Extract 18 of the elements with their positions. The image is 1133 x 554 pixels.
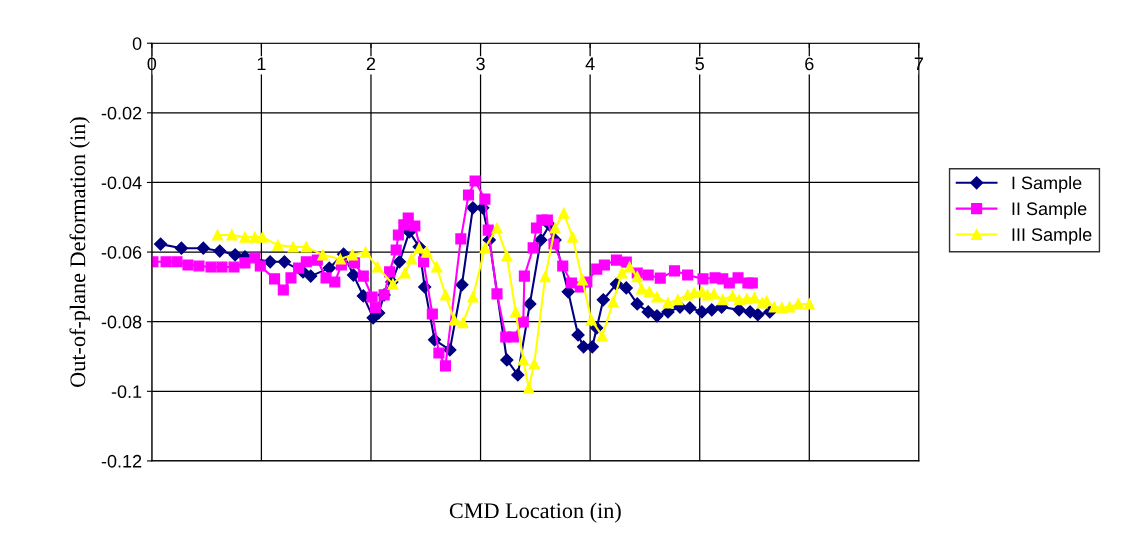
x-tick-label: 3 xyxy=(476,57,485,71)
y-tick-label: 0 xyxy=(132,37,142,50)
y-tick-label: -0.08 xyxy=(101,315,142,329)
x-tick-label: 4 xyxy=(585,57,595,71)
legend-label: II Sample xyxy=(1012,201,1087,219)
y-tick-label: -0.1 xyxy=(111,385,142,399)
y-tick-label: -0.12 xyxy=(101,454,142,468)
y-tick-label: -0.04 xyxy=(101,176,142,190)
legend-label: I Sample xyxy=(1012,176,1082,193)
y-axis-title: Out-of-plane Deformation (in) xyxy=(69,117,90,387)
legend-label: III Sample xyxy=(1012,227,1092,245)
x-tick-label: 2 xyxy=(366,57,376,71)
x-tick-label: 1 xyxy=(257,57,266,71)
x-tick-label: 6 xyxy=(805,57,814,71)
y-tick-label: -0.06 xyxy=(101,246,142,259)
y-tick-label: -0.02 xyxy=(101,106,142,120)
x-tick-label: 5 xyxy=(695,57,704,71)
x-axis-title: CMD Location (in) xyxy=(449,502,621,523)
